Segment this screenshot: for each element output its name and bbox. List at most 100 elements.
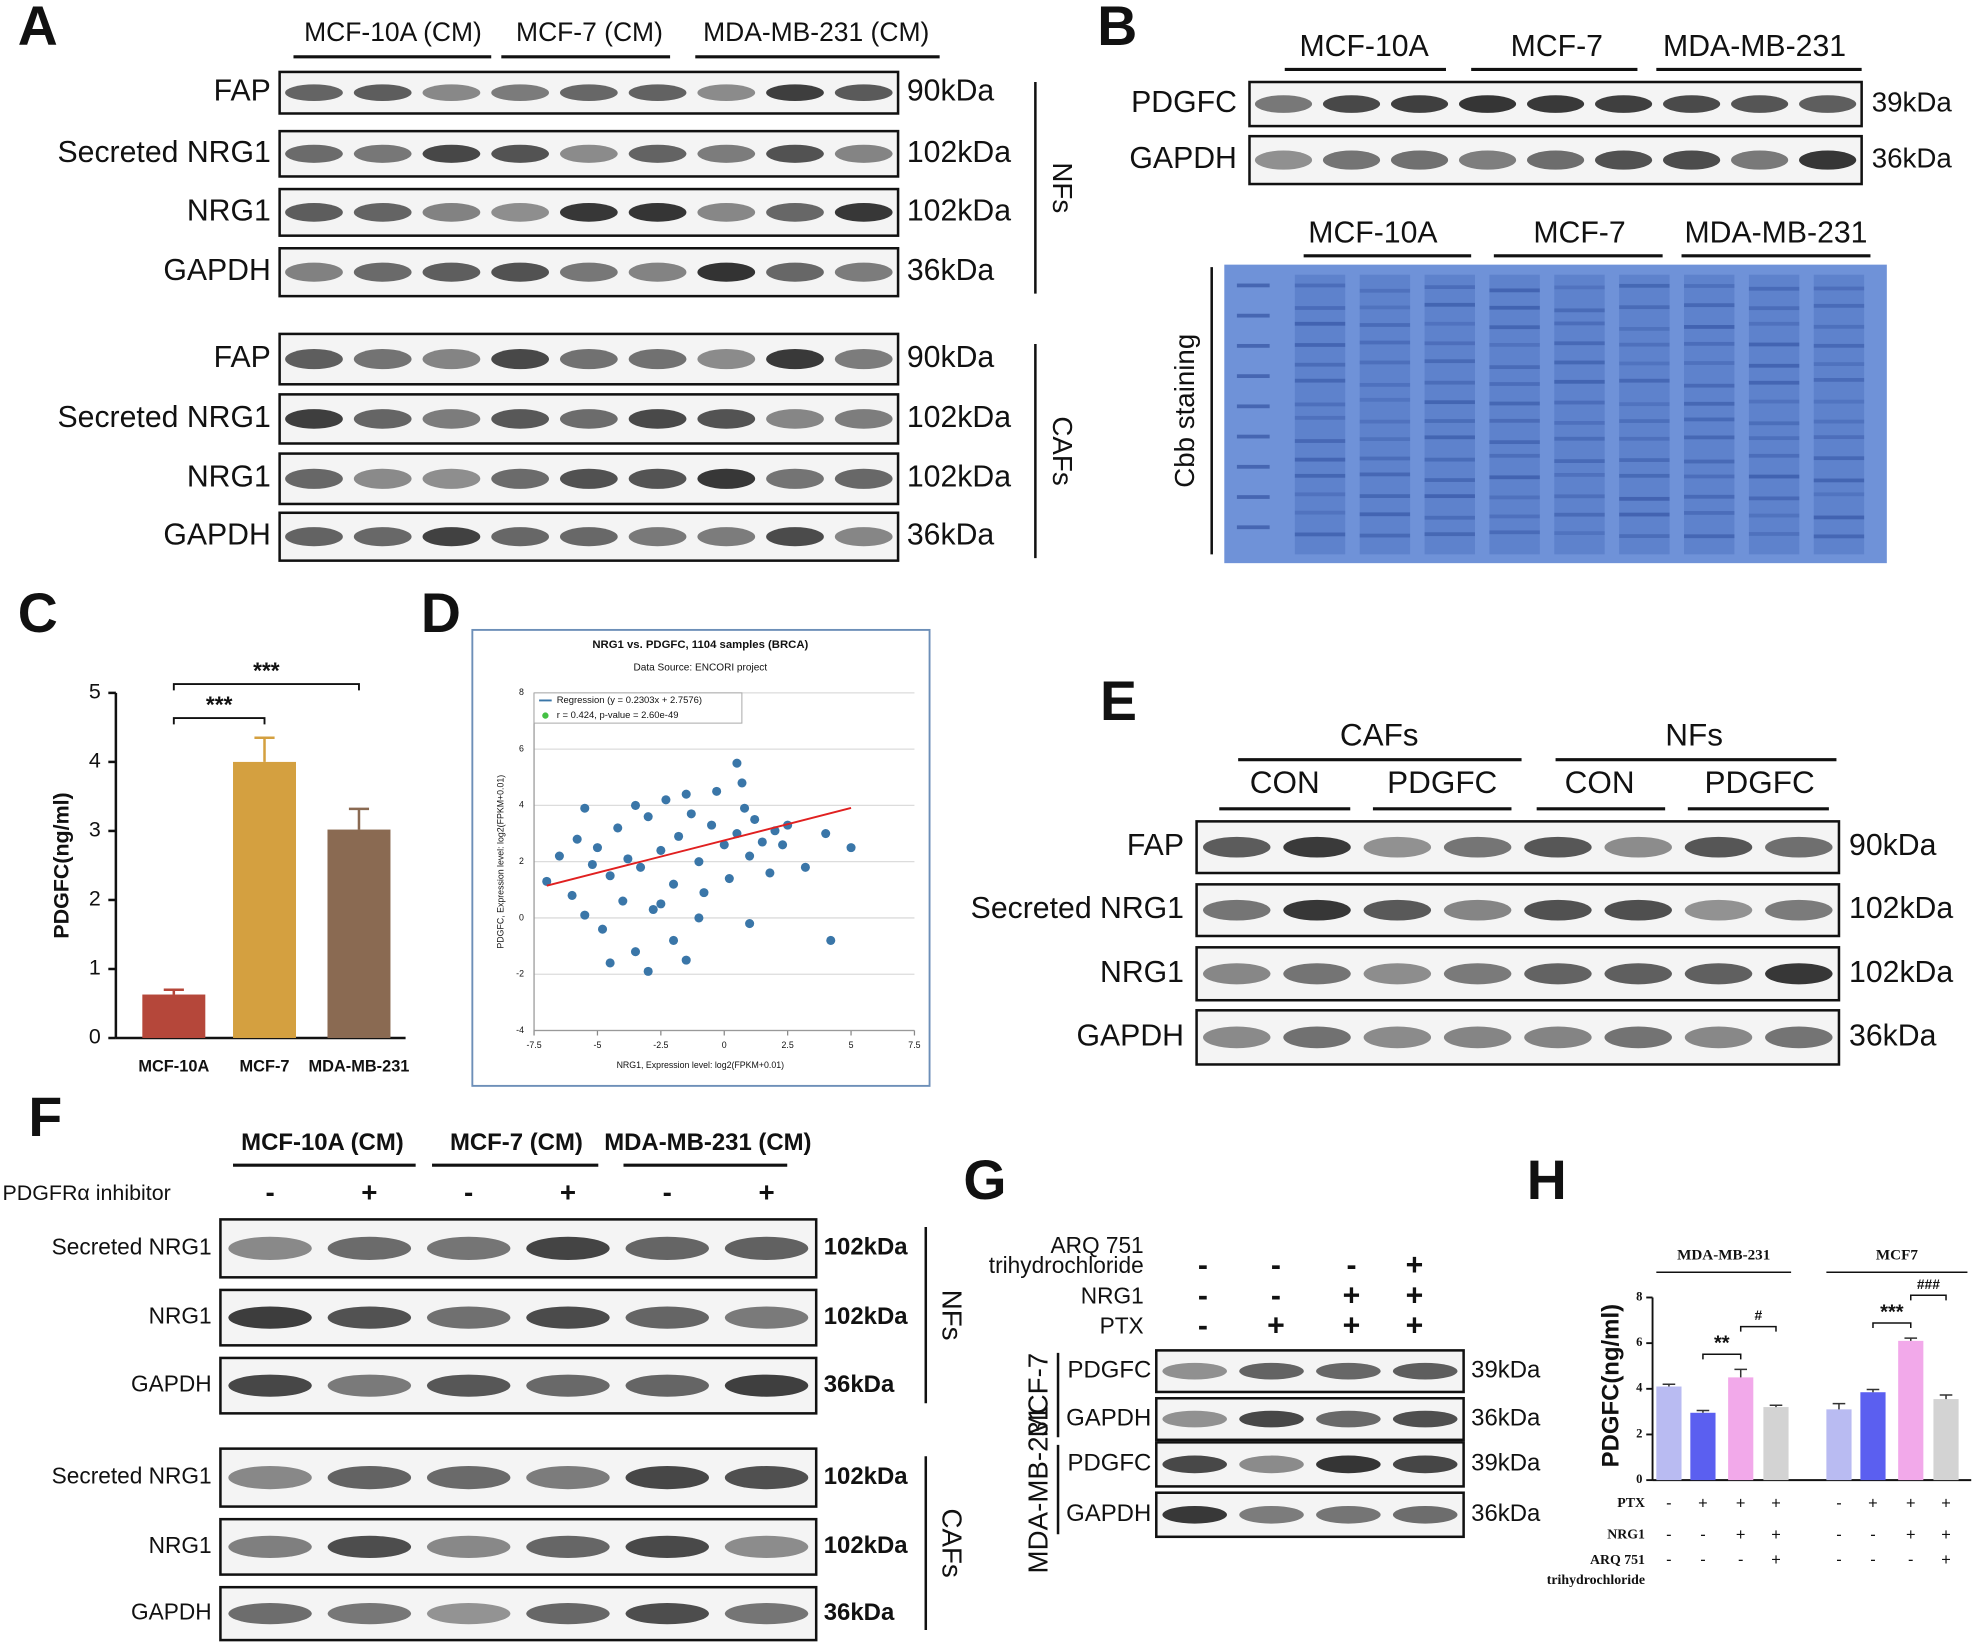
gel-band	[1684, 511, 1735, 515]
band	[327, 1535, 412, 1558]
gel-band	[1489, 475, 1540, 480]
label: 4	[89, 749, 101, 773]
band	[285, 203, 343, 222]
gel-band	[1813, 515, 1865, 520]
label: 39kDa	[1872, 86, 1953, 117]
label: +	[1406, 1249, 1424, 1282]
band	[353, 468, 412, 489]
band	[526, 1535, 610, 1558]
band	[426, 1603, 511, 1625]
label: +	[1343, 1279, 1361, 1312]
gel-band	[1294, 457, 1346, 462]
gel-band	[1813, 303, 1865, 308]
bar	[1860, 1392, 1886, 1481]
band	[426, 1374, 511, 1397]
point	[572, 834, 582, 844]
band	[1162, 1455, 1227, 1474]
blot	[219, 1288, 818, 1347]
label: +	[1698, 1494, 1708, 1512]
band	[1392, 1410, 1458, 1428]
band	[766, 203, 824, 222]
band	[1203, 963, 1271, 985]
band	[1524, 836, 1592, 858]
gel-band	[1554, 459, 1605, 463]
band	[1392, 1455, 1458, 1474]
label: trihydrochloride	[1547, 1572, 1645, 1587]
gel-band	[1748, 306, 1800, 311]
band	[1765, 963, 1833, 985]
band	[1684, 836, 1753, 858]
point	[737, 778, 747, 788]
label: NFs	[936, 1290, 967, 1341]
band	[1283, 836, 1351, 858]
band	[1604, 1026, 1672, 1049]
point	[587, 859, 597, 870]
gel-band	[1489, 440, 1540, 445]
label: -	[1271, 1249, 1281, 1282]
band	[1390, 150, 1449, 170]
band	[1765, 899, 1833, 921]
gel-band	[1684, 494, 1735, 499]
label: MDA-MB-231	[1663, 30, 1846, 63]
band	[1316, 1362, 1381, 1380]
label: 102kDa	[907, 401, 1011, 434]
label: MCF-7 (CM)	[516, 17, 663, 47]
gel-band	[1424, 321, 1475, 326]
band	[327, 1603, 412, 1625]
gel-band	[1359, 437, 1411, 442]
label: 90kDa	[907, 75, 995, 108]
gel-band	[1684, 303, 1735, 308]
point	[580, 803, 590, 813]
point	[745, 919, 755, 929]
gel-band	[1813, 362, 1865, 366]
label: NRG1	[1081, 1282, 1144, 1308]
label: +	[758, 1177, 774, 1208]
error-bar	[1904, 1337, 1918, 1341]
ladder-band	[1236, 313, 1270, 318]
bar	[1690, 1412, 1716, 1481]
error-bar	[254, 736, 275, 762]
gel-band	[1748, 532, 1800, 536]
band	[766, 468, 824, 489]
ladder-band	[1236, 283, 1270, 288]
band	[628, 84, 687, 102]
band	[1731, 95, 1789, 113]
label: r = 0.424, p-value = 2.60e-49	[557, 710, 679, 721]
label: 102kDa	[824, 1463, 908, 1490]
label: 102kDa	[907, 194, 1011, 227]
band	[834, 468, 893, 489]
label: +	[1267, 1310, 1285, 1343]
point	[732, 758, 742, 768]
band	[353, 527, 412, 547]
band	[1604, 836, 1672, 858]
point	[605, 871, 615, 881]
band	[1526, 150, 1585, 170]
label: ***	[1880, 1301, 1904, 1323]
gel-band	[1359, 512, 1411, 517]
gel-band	[1813, 419, 1865, 424]
band	[327, 1306, 412, 1329]
gel-band	[1489, 453, 1540, 458]
label: 0	[722, 1040, 727, 1050]
gel-lane	[1619, 274, 1670, 555]
point	[740, 803, 750, 813]
label: +	[1406, 1310, 1424, 1343]
band	[1162, 1410, 1227, 1428]
gel-band	[1294, 510, 1346, 515]
band	[1316, 1455, 1381, 1474]
label: 36kDa	[1872, 142, 1953, 173]
label: MCF-10A	[138, 1057, 209, 1075]
band	[1443, 963, 1512, 985]
band	[353, 262, 412, 282]
point	[618, 896, 628, 906]
gel-band	[1489, 514, 1540, 519]
label: 102kDa	[907, 461, 1011, 494]
point	[765, 868, 775, 878]
band	[426, 1535, 511, 1558]
sig-bracket	[1910, 1294, 1947, 1301]
sig-bracket	[172, 717, 266, 725]
band	[422, 409, 481, 429]
label: -	[1198, 1279, 1208, 1312]
label: +	[1941, 1494, 1951, 1512]
